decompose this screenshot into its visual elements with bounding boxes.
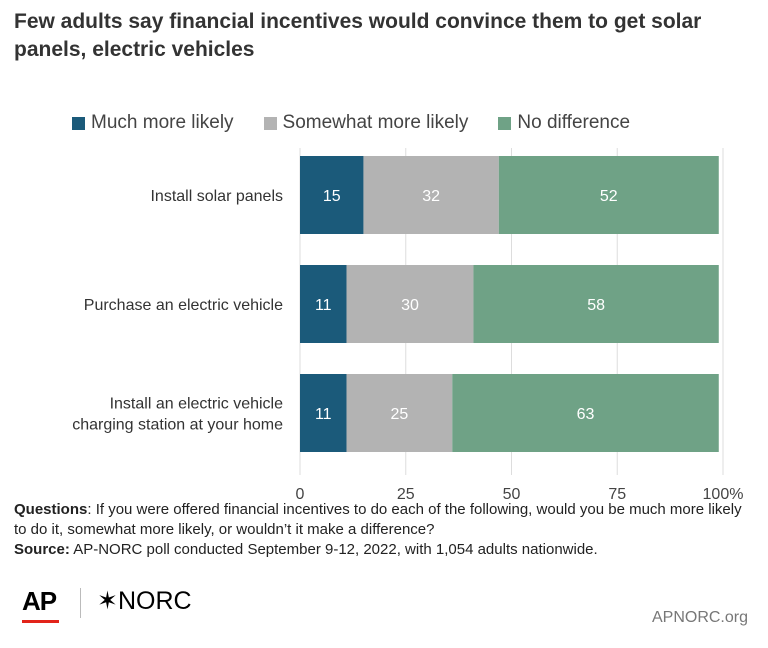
- legend-swatch-much: [72, 116, 85, 130]
- questions-text: : If you were offered financial incentiv…: [14, 501, 742, 538]
- bar-segment: [363, 156, 499, 234]
- bar-value-label: 11: [315, 406, 332, 423]
- chart-notes: Questions: If you were offered financial…: [14, 500, 754, 560]
- category-label: Install solar panels: [150, 188, 283, 205]
- site-link[interactable]: APNORC.org: [651, 609, 748, 626]
- legend-item-much-more-likely: Much more likely: [72, 112, 234, 134]
- norc-logo: ✶NORC: [97, 587, 192, 615]
- bar-value-label: 11: [315, 297, 332, 314]
- bar-value-label: 58: [587, 297, 605, 314]
- bar-segment: [300, 156, 364, 234]
- source-text: AP-NORC poll conducted September 9-12, 2…: [69, 541, 598, 558]
- legend-swatch-no-difference: [498, 116, 512, 130]
- bar-segment: [300, 374, 347, 452]
- legend: Much more likely Somewhat more likely No…: [72, 112, 660, 134]
- questions-note: Questions: If you were offered financial…: [14, 500, 754, 540]
- ap-logo: AP: [22, 586, 57, 616]
- chart-title: Few adults say financial incentives woul…: [14, 10, 702, 61]
- category-label: charging station at your home: [72, 417, 283, 434]
- bar-segment: [498, 156, 719, 234]
- legend-label-no-difference: No difference: [517, 112, 631, 133]
- legend-swatch-somewhat: [263, 116, 277, 130]
- x-tick-label: 50: [503, 486, 521, 500]
- legend-label-much: Much more likely: [91, 112, 234, 133]
- source-label: Source:: [14, 541, 70, 558]
- bar-value-label: 25: [391, 406, 409, 423]
- bar-value-label: 32: [422, 188, 440, 205]
- source-note: Source: AP-NORC poll conducted September…: [14, 540, 754, 560]
- x-tick-label: 100%: [703, 486, 744, 500]
- bar-segment: [452, 374, 719, 452]
- x-tick-label: 75: [608, 486, 626, 500]
- legend-item-no-difference: No difference: [498, 112, 630, 134]
- category-label: Purchase an electric vehicle: [84, 297, 283, 314]
- bar-value-label: 30: [401, 297, 419, 314]
- bar-segment: [346, 265, 474, 343]
- ap-logo-underline: [22, 620, 59, 623]
- x-tick-label: 0: [296, 486, 305, 500]
- questions-label: Questions: [14, 501, 88, 518]
- bar-value-label: 63: [577, 406, 595, 423]
- category-label: Install an electric vehicle: [110, 396, 284, 413]
- bar-segment: [300, 265, 347, 343]
- bar-value-label: 15: [323, 188, 341, 205]
- bar-segment: [346, 374, 453, 452]
- bar-segment: [473, 265, 719, 343]
- logo-divider: [80, 588, 81, 618]
- legend-item-somewhat-more-likely: Somewhat more likely: [263, 112, 469, 134]
- legend-label-somewhat: Somewhat more likely: [282, 112, 469, 133]
- stacked-bar-chart: 0 25 50 75 100% 15 32 52 Install solar panels 11 3…: [72, 148, 744, 500]
- bar-value-label: 52: [600, 188, 618, 205]
- x-tick-label: 25: [397, 486, 415, 500]
